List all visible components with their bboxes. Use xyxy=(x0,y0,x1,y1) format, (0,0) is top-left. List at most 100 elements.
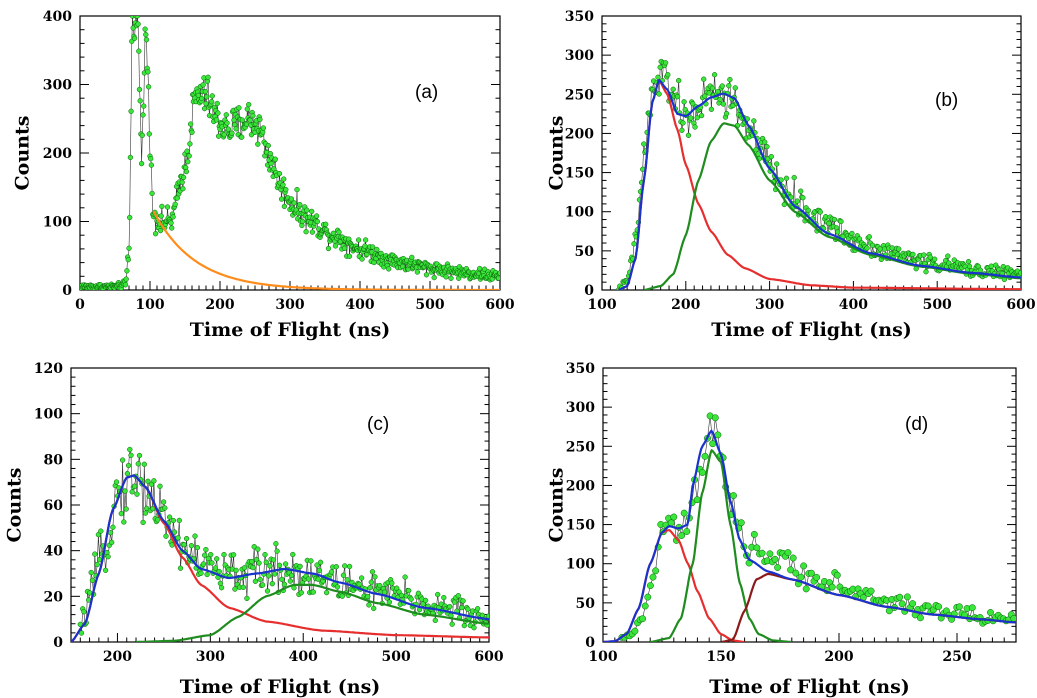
data-point xyxy=(303,229,309,235)
panel-b: 100 200 300 400 500 600 0 50 100 150 200 250 300 350 T… xyxy=(546,9,1036,341)
data-point xyxy=(270,557,277,563)
data-point xyxy=(833,571,841,579)
data-point xyxy=(281,203,288,210)
data-point xyxy=(369,569,376,575)
data-point xyxy=(789,554,797,562)
data-point xyxy=(136,48,142,54)
plot-frame-a xyxy=(79,15,501,291)
data-point xyxy=(246,101,252,108)
data-point xyxy=(753,544,761,552)
data-point xyxy=(131,483,138,489)
data-point xyxy=(154,517,161,523)
data-point xyxy=(394,585,400,591)
data-point xyxy=(146,131,152,137)
data-point xyxy=(309,229,316,235)
data-point xyxy=(229,130,235,136)
data-point xyxy=(259,582,266,588)
y-axis-title: Counts xyxy=(546,116,568,191)
data-point xyxy=(368,579,374,585)
data-point xyxy=(910,251,916,258)
data-point xyxy=(127,214,133,221)
data-point xyxy=(264,588,271,594)
data-point xyxy=(831,216,838,223)
y-tick-label: 100 xyxy=(565,205,594,221)
data-point xyxy=(332,243,339,249)
data-point xyxy=(881,246,888,252)
data-point xyxy=(702,93,708,99)
data-point xyxy=(276,562,283,568)
data-point xyxy=(408,596,414,602)
data-point xyxy=(240,584,246,590)
data-point xyxy=(652,567,660,575)
data-point xyxy=(175,535,181,541)
data-point xyxy=(402,574,408,580)
data-point xyxy=(670,513,678,521)
data-point xyxy=(209,560,215,566)
data-point xyxy=(474,606,481,612)
data-point xyxy=(330,230,337,236)
data-point xyxy=(869,242,876,248)
data-point xyxy=(792,569,800,577)
data-point xyxy=(232,586,238,592)
data-point xyxy=(631,627,639,635)
data-point xyxy=(134,491,140,497)
data-point xyxy=(662,60,669,66)
data-point xyxy=(766,550,774,558)
data-point xyxy=(497,270,500,276)
data-point xyxy=(711,72,718,78)
fit-curve xyxy=(618,79,1021,290)
data-point xyxy=(791,174,797,181)
data-point xyxy=(339,593,345,599)
data-point xyxy=(121,519,127,525)
data-point xyxy=(145,478,151,484)
panel-label-c: (c) xyxy=(367,414,389,435)
data-point xyxy=(365,593,371,600)
data-point xyxy=(719,83,725,89)
data-point xyxy=(737,519,745,527)
data-point xyxy=(216,568,222,575)
data-point xyxy=(186,153,192,159)
x-tick-label: 150 xyxy=(706,649,735,665)
y-tick-label: 0 xyxy=(585,635,595,651)
data-points-d xyxy=(618,412,1016,641)
fit-curve xyxy=(71,474,489,642)
data-point xyxy=(709,85,716,91)
data-point xyxy=(272,156,278,162)
panel-d: 100 150 200 250 0 50 100 150 200 250 300 350 Time of… xyxy=(546,361,1017,698)
data-point xyxy=(903,593,911,601)
y-tick-label: 0 xyxy=(584,283,594,299)
y-tick-label: 80 xyxy=(44,452,64,468)
data-point xyxy=(236,105,242,111)
data-point xyxy=(126,245,132,251)
data-point xyxy=(987,609,994,616)
data-point xyxy=(465,606,471,612)
data-point xyxy=(139,132,145,138)
data-point xyxy=(708,106,715,112)
data-point xyxy=(160,499,167,505)
data-point xyxy=(340,572,347,578)
data-point xyxy=(180,174,187,181)
data-point xyxy=(341,245,348,251)
data-point xyxy=(448,275,454,281)
data-point xyxy=(129,489,135,495)
panel-a: 0 100 200 300 400 500 600 0 100 200 300 400 Time of … xyxy=(12,9,515,341)
data-point xyxy=(221,551,227,558)
data-point xyxy=(102,567,109,573)
y-tick-label: 200 xyxy=(566,478,595,494)
data-point xyxy=(255,141,261,147)
data-point xyxy=(140,519,146,526)
data-point xyxy=(267,563,273,569)
x-tick-label: 200 xyxy=(671,297,700,313)
data-point xyxy=(204,94,210,100)
data-point xyxy=(813,573,821,581)
x-tick-label: 400 xyxy=(839,297,868,313)
data-point xyxy=(168,220,174,226)
fit-curve xyxy=(71,474,489,642)
data-point xyxy=(481,266,488,272)
x-tick-label: 600 xyxy=(485,297,514,313)
data-point xyxy=(177,565,184,571)
data-point xyxy=(225,126,232,132)
data-point xyxy=(110,524,116,530)
data-point xyxy=(774,564,782,571)
data-point xyxy=(732,85,738,91)
